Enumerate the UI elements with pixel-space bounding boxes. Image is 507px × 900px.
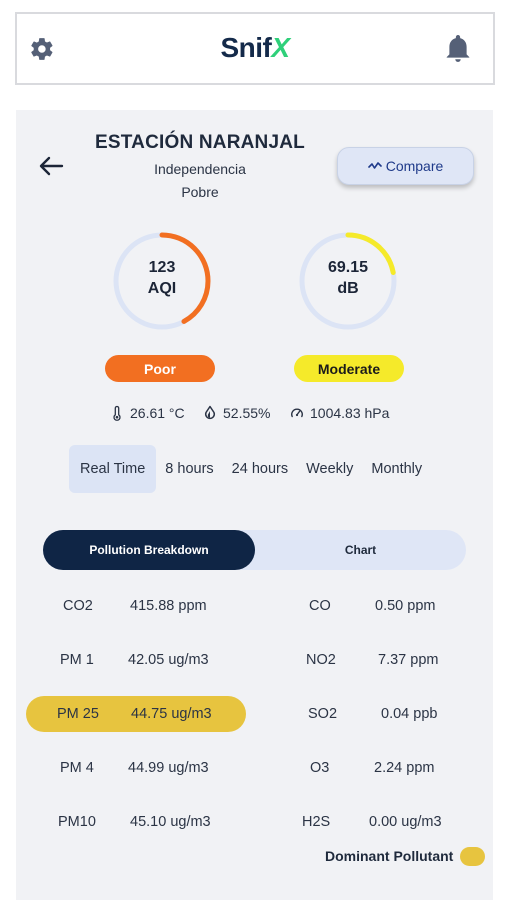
pollutant-value: 2.24 ppm: [374, 760, 435, 776]
bell-icon[interactable]: [445, 35, 471, 63]
pollutant-row-pm4: PM 4 44.99 ug/m3: [26, 750, 246, 786]
pressure-value: 1004.83 hPa: [310, 405, 390, 421]
pollutant-value: 45.10 ug/m3: [130, 814, 211, 830]
back-arrow-icon[interactable]: [38, 155, 64, 177]
app-logo: SnifX: [220, 32, 290, 63]
thermometer-icon: [113, 405, 121, 421]
aqi-gauge: 123 AQI: [110, 229, 214, 333]
pollutant-name: O3: [310, 760, 330, 776]
noise-value: 69.15: [327, 259, 369, 276]
trend-icon: [367, 162, 382, 169]
noise-unit: dB: [337, 280, 359, 297]
pollutant-name: CO: [309, 598, 331, 614]
gear-icon[interactable]: [29, 36, 55, 62]
station-panel: [16, 110, 493, 900]
pollutant-value: 7.37 ppm: [378, 652, 439, 668]
tab-weekly[interactable]: Weekly: [306, 461, 354, 477]
noise-gauge: 69.15 dB: [296, 229, 400, 333]
pollutant-row-pm10: PM10 45.10 ug/m3: [26, 804, 246, 840]
tab-24-hours[interactable]: 24 hours: [231, 461, 289, 477]
station-status: Pobre: [181, 184, 219, 200]
pollutant-row-pm25: PM 25 44.75 ug/m3: [26, 696, 246, 732]
chart-button[interactable]: Chart: [344, 543, 377, 557]
station-name: ESTACIÓN NARANJAL: [95, 132, 305, 153]
pollutant-name: PM 25: [57, 706, 99, 722]
aqi-unit: AQI: [147, 280, 177, 297]
humidity-reading: 52.55%: [203, 403, 270, 423]
pollutant-value: 0.04 ppb: [381, 706, 438, 722]
temperature-reading: 26.61 °C: [110, 403, 185, 423]
pollutant-value: 44.99 ug/m3: [128, 760, 209, 776]
dominant-pollutant-legend: Dominant Pollutant: [325, 845, 486, 867]
pollutant-row-pm1: PM 1 42.05 ug/m3: [26, 642, 246, 678]
pollutant-row-h2s: H2S 0.00 ug/m3: [280, 804, 480, 840]
pollutant-row-co: CO 0.50 ppm: [280, 588, 480, 624]
pollutant-row-so2: SO2 0.04 ppb: [280, 696, 480, 732]
legend-swatch: [460, 846, 486, 866]
pollutant-name: H2S: [302, 814, 331, 830]
pollutant-name: PM 1: [60, 652, 94, 668]
pollutant-row-co2: CO2 415.88 ppm: [26, 588, 246, 624]
pollutant-name: SO2: [308, 706, 338, 722]
compare-button[interactable]: Compare: [337, 147, 474, 185]
pollutant-name: CO2: [63, 598, 93, 614]
humidity-value: 52.55%: [223, 405, 271, 421]
aqi-status-badge: Poor: [105, 355, 215, 382]
pollutant-value: 0.50 ppm: [375, 598, 436, 614]
tab-8-hours[interactable]: 8 hours: [165, 461, 214, 477]
pollutant-value: 42.05 ug/m3: [128, 652, 209, 668]
pollution-breakdown-button[interactable]: Pollution Breakdown: [43, 530, 255, 570]
aqi-value: 123: [148, 259, 176, 276]
time-range-tabs: Real Time 8 hours 24 hours Weekly Monthl…: [69, 445, 431, 493]
pollutant-name: PM10: [58, 814, 96, 830]
droplet-icon: [204, 405, 216, 420]
app-header: SnifX: [15, 12, 495, 85]
pollutant-row-o3: O3 2.24 ppm: [280, 750, 480, 786]
speedometer-icon: [291, 408, 303, 418]
pollutant-name: PM 4: [60, 760, 94, 776]
tab-real-time[interactable]: Real Time: [69, 445, 157, 493]
legend-label: Dominant Pollutant: [325, 848, 454, 864]
pressure-reading: 1004.83 hPa: [290, 403, 389, 423]
station-location: Independencia: [154, 161, 246, 177]
pollutant-value: 44.75 ug/m3: [131, 706, 212, 722]
compare-label: Compare: [385, 158, 444, 174]
pollutant-row-no2: NO2 7.37 ppm: [280, 642, 480, 678]
temperature-value: 26.61 °C: [130, 405, 185, 421]
noise-status-badge: Moderate: [294, 355, 404, 382]
pollutant-value: 415.88 ppm: [130, 598, 207, 614]
pollutant-name: NO2: [306, 652, 336, 668]
pollutant-value: 0.00 ug/m3: [369, 814, 442, 830]
view-toggle: Pollution Breakdown Chart: [43, 530, 466, 570]
tab-monthly[interactable]: Monthly: [371, 461, 423, 477]
